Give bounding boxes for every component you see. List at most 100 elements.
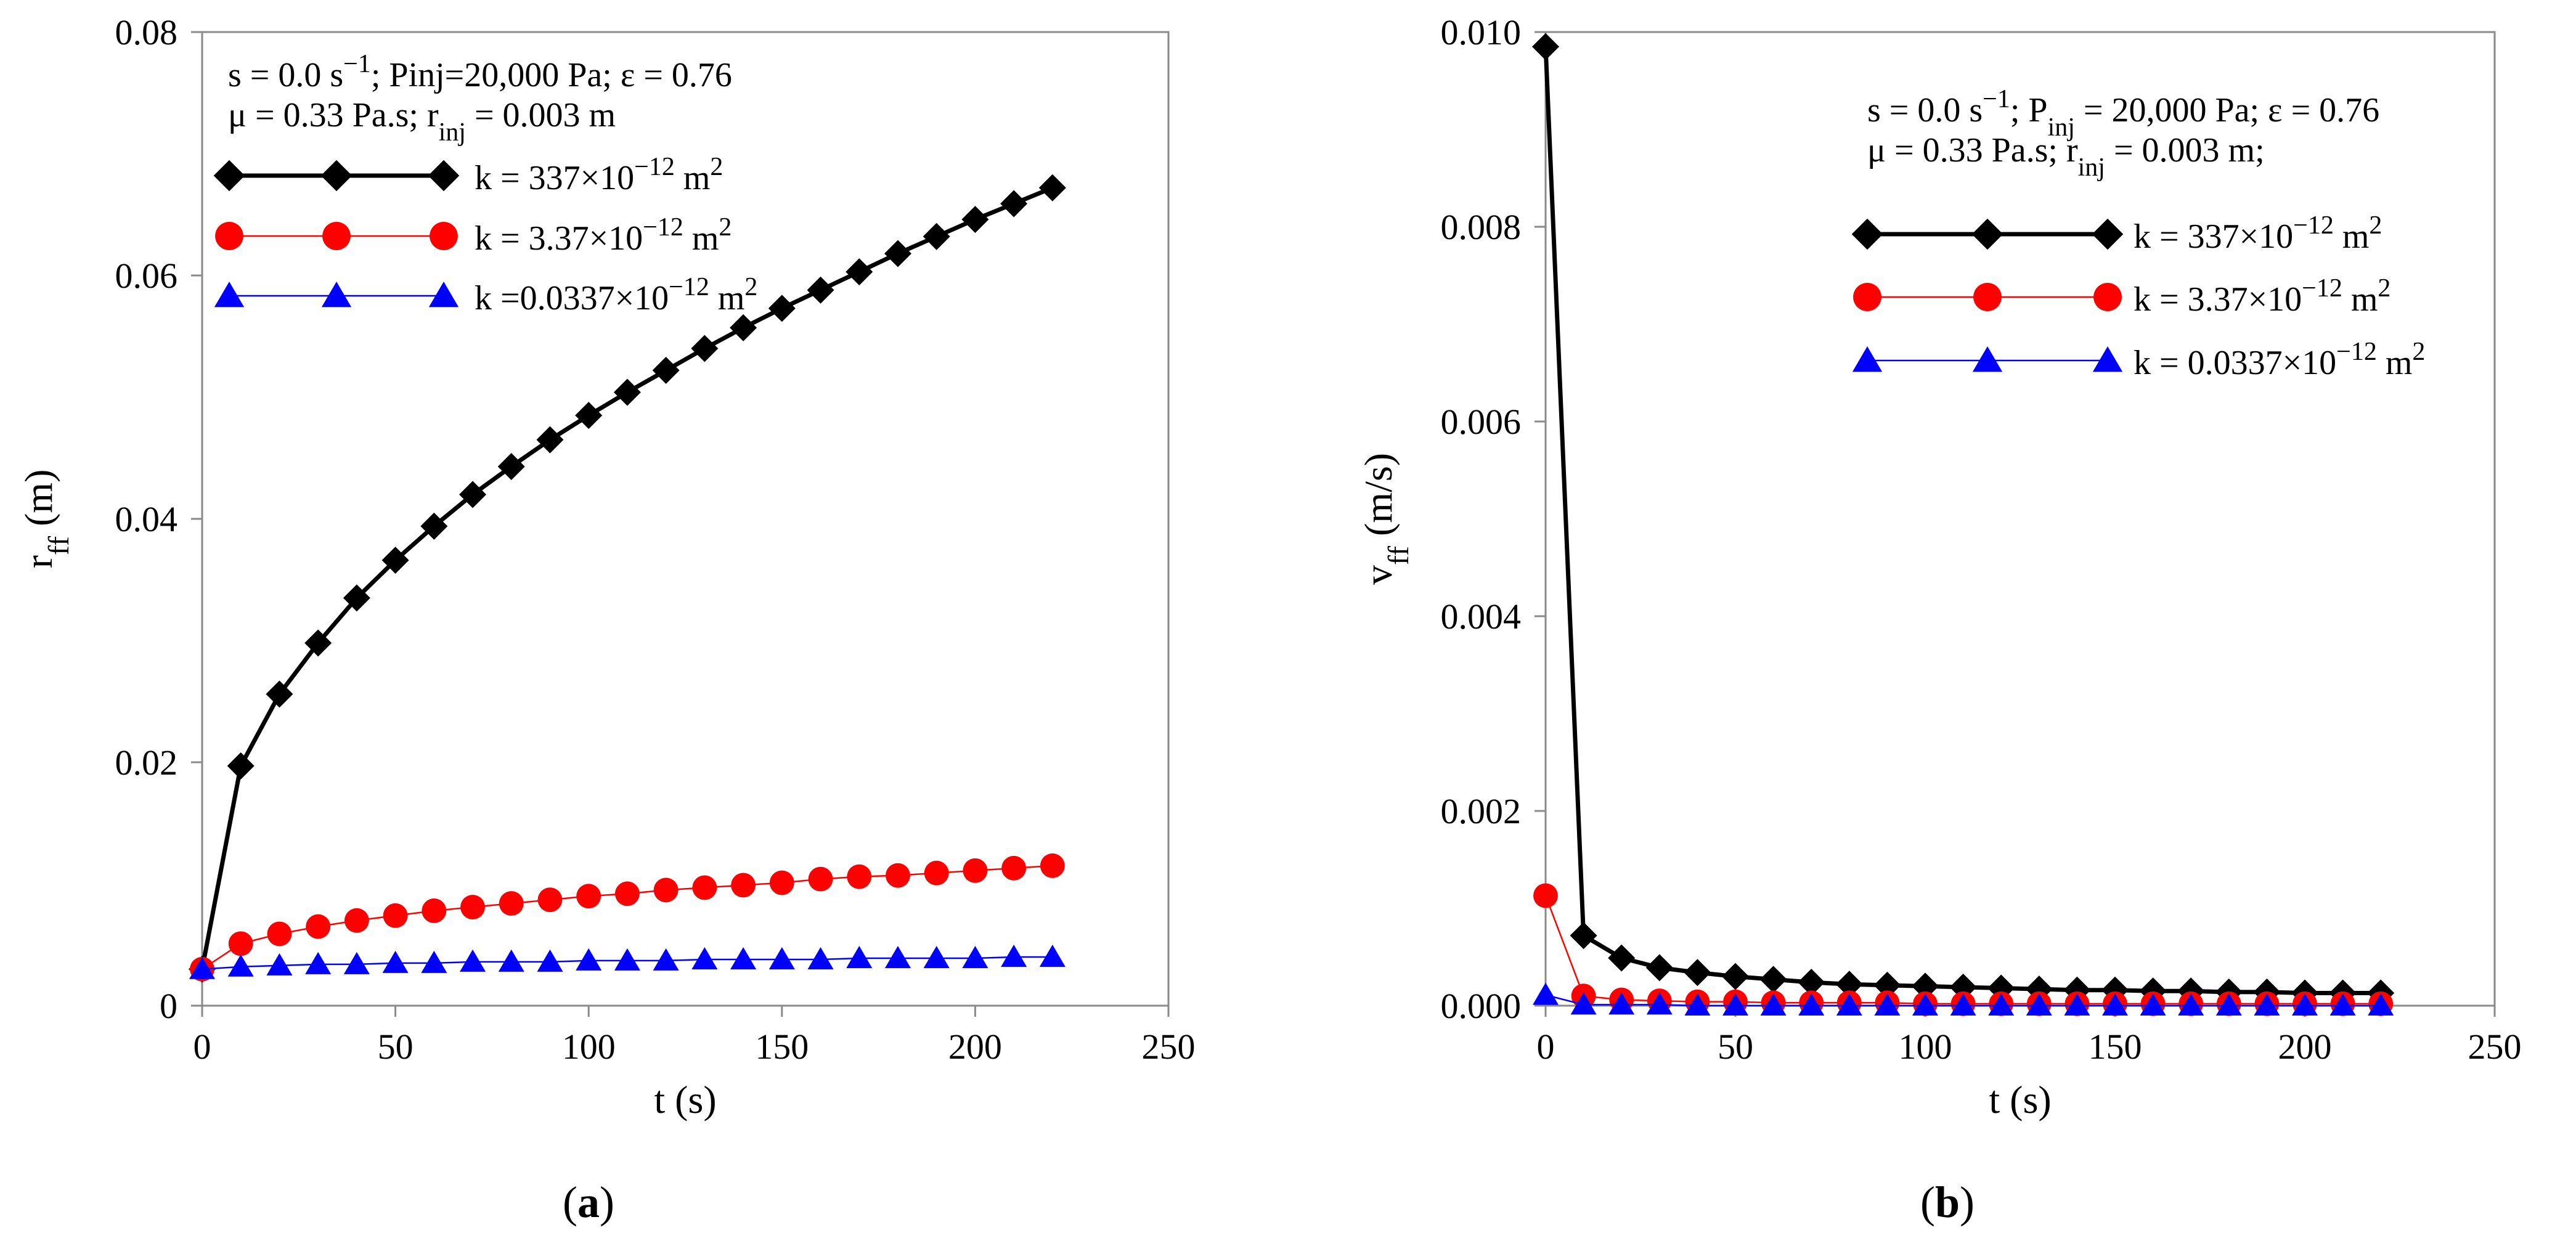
legend-marker — [428, 282, 459, 307]
x-tick-label: 150 — [2089, 1027, 2142, 1067]
data-point — [576, 884, 601, 909]
data-point — [961, 206, 989, 234]
data-point — [614, 881, 640, 906]
legend-item: k = 337×10−12 m2 — [213, 153, 723, 197]
legend-marker — [1852, 346, 1883, 372]
legend-item: k = 0.0337×10−12 m2 — [1852, 338, 2425, 382]
data-point — [420, 512, 448, 540]
data-point — [536, 426, 564, 454]
data-point — [1570, 992, 1597, 1015]
data-point — [1836, 993, 1862, 1016]
legend-marker — [322, 222, 351, 250]
data-point — [497, 453, 525, 481]
data-point — [1912, 993, 1938, 1016]
data-point — [846, 258, 873, 286]
data-point — [459, 481, 487, 508]
legend-marker — [430, 222, 458, 250]
legend-marker — [1972, 346, 2003, 372]
legend-marker — [2092, 346, 2123, 372]
series-triangle — [1533, 982, 2394, 1016]
data-point — [1798, 993, 1825, 1016]
legend-label: k = 3.37×10−12 m2 — [2134, 274, 2391, 319]
data-point — [730, 314, 757, 341]
legend-marker — [1853, 283, 1881, 311]
data-point — [460, 895, 485, 919]
y-tick-label: 0.008 — [1441, 207, 1522, 247]
data-point — [266, 953, 293, 975]
data-point — [537, 949, 563, 972]
data-point — [2064, 993, 2090, 1016]
panel-caption: (a) — [563, 1178, 614, 1227]
y-tick-label: 0.06 — [115, 256, 178, 296]
data-point — [1722, 963, 1749, 990]
data-point — [1874, 993, 1901, 1016]
data-point — [1038, 174, 1066, 202]
data-point — [692, 875, 717, 900]
data-point — [1646, 992, 1673, 1015]
data-point — [1040, 853, 1065, 878]
legend-label: k = 0.0337×10−12 m2 — [2134, 338, 2425, 382]
data-point — [1000, 190, 1028, 218]
series-triangle — [189, 945, 1066, 979]
x-tick-label: 200 — [2278, 1027, 2332, 1067]
data-point — [653, 877, 679, 903]
data-point — [1608, 944, 1636, 972]
legend-item: k = 3.37×10−12 m2 — [1853, 274, 2391, 319]
data-point — [768, 947, 795, 969]
data-point — [846, 945, 873, 968]
data-point — [924, 860, 949, 886]
data-point — [227, 954, 254, 977]
data-point — [731, 873, 756, 898]
data-point — [1039, 945, 1066, 967]
x-tick-label: 150 — [755, 1027, 809, 1067]
data-point — [2102, 993, 2128, 1016]
panel-caption: (b) — [1920, 1178, 1975, 1227]
data-point — [576, 948, 602, 971]
data-point — [1684, 993, 1711, 1016]
data-point — [1835, 971, 1863, 998]
y-tick-label: 0.006 — [1441, 402, 1522, 442]
data-point — [2140, 993, 2166, 1016]
annotation-line: s = 0.0 s−1; Pinj = 20,000 Pa; ε = 0.76 — [1867, 85, 2379, 142]
data-point — [652, 357, 680, 385]
data-point — [344, 908, 369, 933]
legend-marker — [215, 222, 243, 250]
data-point — [1533, 982, 1559, 1005]
data-point — [460, 949, 486, 972]
x-tick-label: 250 — [1142, 1027, 1196, 1067]
annotation-line: μ = 0.33 Pa.s; rinj = 0.003 m — [228, 96, 616, 147]
data-point — [2292, 993, 2318, 1016]
data-point — [808, 866, 833, 892]
x-tick-label: 50 — [1718, 1027, 1753, 1067]
y-tick-label: 0.04 — [115, 499, 178, 539]
y-axis-label: vff (m/s) — [1356, 453, 1415, 585]
data-point — [2329, 993, 2356, 1016]
data-point — [499, 891, 524, 916]
legend-marker — [2093, 283, 2122, 311]
legend-marker — [1851, 218, 1883, 250]
legend-item: k =0.0337×10−12 m2 — [214, 273, 757, 317]
legend-marker — [213, 160, 245, 192]
data-point — [653, 948, 679, 971]
data-point — [304, 629, 332, 657]
legend-marker — [1971, 218, 2003, 250]
data-point — [227, 752, 255, 780]
panel-b: 0 50 100 150 200 250 0.000 0.002 0.004 0.006 0.008… — [1356, 12, 2522, 1227]
x-tick-label: 250 — [2468, 1027, 2522, 1067]
legend-label: k = 3.37×10−12 m2 — [475, 213, 732, 258]
x-axis-label: t (s) — [1989, 1078, 2051, 1122]
data-point — [1001, 945, 1027, 967]
series-line — [1543, 46, 2381, 995]
data-point — [691, 947, 718, 969]
x-axis-label: t (s) — [654, 1078, 716, 1122]
data-point — [1608, 992, 1635, 1015]
data-point — [1760, 993, 1787, 1016]
y-tick-label: 0.002 — [1441, 791, 1522, 831]
series-diamond — [1532, 33, 2395, 1007]
data-point — [884, 240, 911, 267]
data-point — [1798, 969, 1825, 996]
y-axis-label: rff (m) — [17, 470, 75, 569]
data-point — [422, 898, 447, 923]
data-point — [923, 222, 950, 250]
